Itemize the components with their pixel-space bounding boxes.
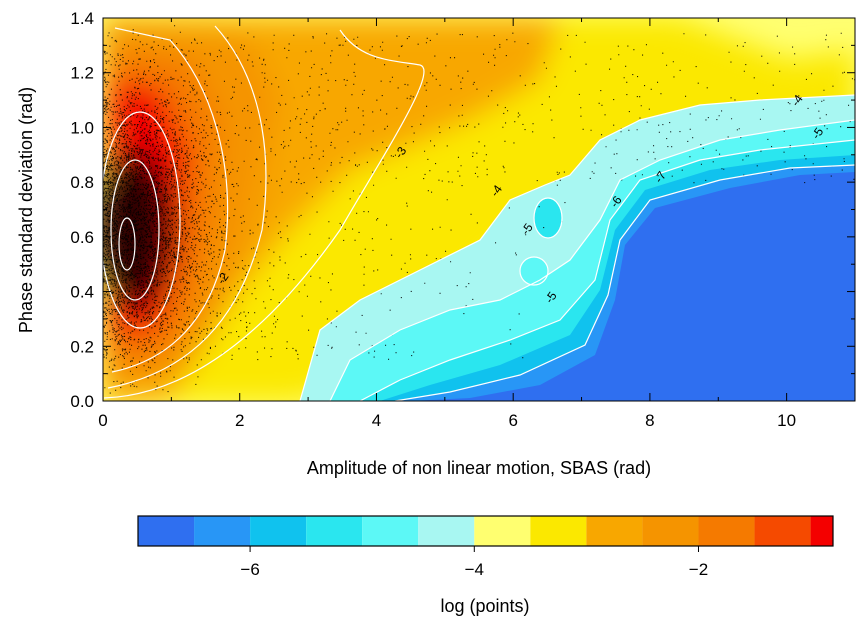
y-axis-label: Phase standard deviation (rad) [16,87,36,333]
x-tick-label: 8 [645,411,654,430]
y-axis-ticks: 0.0 0.2 0.4 0.6 0.8 1.0 1.2 1.4 [70,9,855,411]
density-region-blue [410,172,855,401]
contour-line [299,94,855,401]
density-island-1 [534,198,562,238]
plot-area: -2-3-4-4-5-5-5-6-7 [103,18,855,401]
contour-line [103,29,425,399]
contour-line [103,111,181,329]
colorbar-bin [250,516,307,546]
colorbar-bin [194,516,251,546]
y-tick-label: 1.0 [70,118,94,137]
x-tick-label: 10 [777,411,796,430]
contour-line [394,164,855,401]
contour-line [519,256,549,286]
y-tick-label: 1.4 [70,9,94,28]
contour-line [111,27,229,373]
colorbar-bin [586,516,643,546]
colorbar [137,515,834,547]
colorbar-label: log (points) [440,596,529,616]
y-tick-label: 0.6 [70,228,94,247]
contour-line [533,197,563,239]
colorbar-bin [810,516,833,546]
colorbar-tick-label: −2 [689,560,708,579]
colorbar-bin [698,516,755,546]
colorbar-bin [530,516,587,546]
contour-lines [103,25,855,401]
density-island-2 [520,257,548,285]
contour-line [118,217,136,271]
y-tick-label: 0.2 [70,337,94,356]
y-tick-label: 0.0 [70,392,94,411]
x-axis-label: Amplitude of non linear motion, SBAS (ra… [307,458,651,478]
colorbar-bin [642,516,699,546]
colorbar-bin [418,516,475,546]
x-axis-ticks: 0 2 4 6 8 10 [98,18,856,430]
contour-line [329,119,855,401]
y-tick-label: 0.8 [70,173,94,192]
colorbar-bin [474,516,531,546]
x-tick-label: 4 [372,411,381,430]
colorbar-bin [306,516,363,546]
colorbar-bin [138,516,195,546]
colorbar-bin [754,516,811,546]
x-tick-label: 2 [235,411,244,430]
y-tick-label: 1.2 [70,64,94,83]
y-tick-label: 0.4 [70,283,94,302]
colorbar-frame [137,515,834,547]
contour-line [359,139,855,401]
colorbar-tick-label: −4 [465,560,484,579]
colorbar-ticks: −6 −4 −2 [240,546,708,579]
contour-line [107,25,267,389]
x-tick-label: 0 [98,411,107,430]
contour-line [110,159,160,301]
colorbar-bin [362,516,419,546]
colorbar-tick-label: −6 [240,560,259,579]
density-field [103,18,855,401]
x-tick-label: 6 [508,411,517,430]
